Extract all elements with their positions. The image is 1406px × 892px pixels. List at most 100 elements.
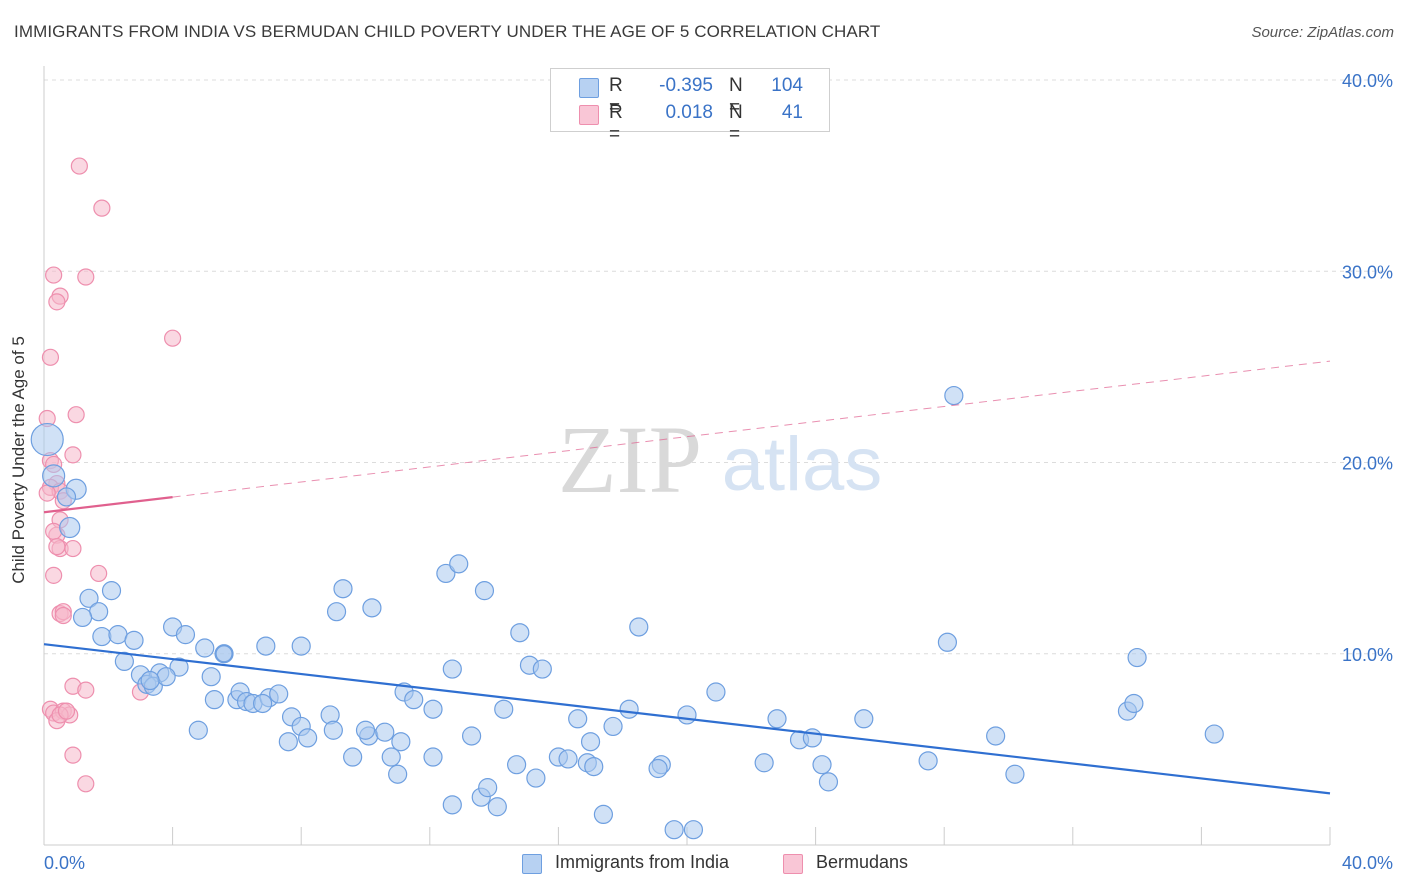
india-point xyxy=(56,487,77,507)
india-point xyxy=(156,667,176,687)
india-point xyxy=(532,659,552,679)
series-name-india: Immigrants from India xyxy=(555,852,730,872)
bermudans-point xyxy=(93,199,111,217)
india-point xyxy=(343,747,363,767)
india-point xyxy=(423,699,443,719)
series-name-bermudans: Bermudans xyxy=(816,852,909,872)
india-trend-line xyxy=(43,643,1331,795)
india-point xyxy=(677,705,697,725)
india-point xyxy=(442,795,462,815)
bermudans-point xyxy=(54,606,72,625)
india-point xyxy=(629,617,649,637)
india-point xyxy=(449,554,469,574)
india-point xyxy=(92,626,112,647)
y-tick-label: 10.0% xyxy=(1342,645,1393,665)
india-point xyxy=(201,667,221,687)
india-point xyxy=(937,632,958,652)
india-point xyxy=(188,720,208,740)
bottom-swatch-pink xyxy=(783,854,803,874)
india-point xyxy=(215,645,233,663)
india-point xyxy=(754,753,774,773)
tick-labels: 10.0% 20.0% 30.0% 40.0% 0.0% 40.0% xyxy=(44,71,1393,873)
india-point xyxy=(706,682,726,702)
trend-lines xyxy=(43,360,1331,795)
india-point xyxy=(1005,764,1025,784)
legend-n-value-bermudans: 41 xyxy=(781,102,803,123)
bermudans-point xyxy=(70,157,88,175)
y-tick-label: 30.0% xyxy=(1342,262,1393,282)
bermudans-point xyxy=(57,702,76,720)
india-point xyxy=(175,625,196,645)
india-point xyxy=(619,699,639,719)
india-point xyxy=(767,709,787,729)
bermudans-point xyxy=(77,268,95,286)
india-point xyxy=(362,598,382,618)
india-point xyxy=(404,690,424,710)
bermudans-point xyxy=(45,266,63,284)
india-point xyxy=(355,720,376,740)
india-point xyxy=(333,579,353,599)
legend-n-label: N = xyxy=(729,102,743,145)
india-point xyxy=(59,516,81,539)
gridlines xyxy=(44,79,1392,655)
india-point xyxy=(42,464,66,488)
legend-n-label: N = xyxy=(729,75,743,118)
bermudans-point xyxy=(48,538,66,556)
india-point xyxy=(381,747,401,767)
bermudans-point xyxy=(38,484,56,502)
legend-r-label: R = xyxy=(609,75,623,118)
india-point xyxy=(436,563,456,584)
bermudans-point xyxy=(77,775,95,793)
y-tick-label: 40.0% xyxy=(1342,71,1393,91)
legend-r-value-india: -0.395 xyxy=(659,75,713,96)
india-point xyxy=(487,797,507,817)
bermudans-point xyxy=(64,446,82,464)
bottom-swatch-blue xyxy=(522,854,542,874)
india-point xyxy=(169,657,189,677)
india-point xyxy=(256,636,276,656)
india-point xyxy=(526,768,546,788)
india-point xyxy=(558,749,578,769)
legend-r-label: R = xyxy=(609,102,623,145)
bermudans-trend-dashed xyxy=(172,360,1331,498)
y-tick-label: 20.0% xyxy=(1342,454,1393,474)
india-point xyxy=(291,636,311,656)
correlation-legend: R = -0.395 N = 104 R = 0.018 N = 41 xyxy=(550,68,830,145)
india-point xyxy=(918,751,938,771)
bermudans-point xyxy=(48,293,66,311)
india-point xyxy=(1204,724,1224,744)
legend-r-value-bermudans: 0.018 xyxy=(665,102,713,123)
india-point xyxy=(944,385,964,406)
india-point xyxy=(423,747,443,767)
bermudans-point xyxy=(67,406,85,424)
india-point xyxy=(818,772,839,792)
bermudans-trend-solid xyxy=(43,496,173,514)
india-point xyxy=(580,732,601,752)
india-point xyxy=(391,732,411,752)
india-point xyxy=(507,755,527,775)
bermudans-point xyxy=(45,522,63,540)
india-point xyxy=(478,778,498,798)
india-point xyxy=(1127,647,1147,668)
india-point xyxy=(494,699,514,719)
india-point xyxy=(812,755,832,775)
india-point xyxy=(114,651,134,672)
india-point xyxy=(510,623,530,643)
india-point xyxy=(101,581,122,601)
india-point xyxy=(326,602,347,622)
india-point xyxy=(461,726,482,746)
india-point xyxy=(204,690,224,710)
india-point xyxy=(986,726,1006,746)
bermudans-point xyxy=(77,681,95,699)
india-point xyxy=(278,732,298,752)
legend-swatch-blue xyxy=(579,78,599,98)
india-point xyxy=(30,422,64,457)
india-point xyxy=(664,820,684,840)
watermark: ZIP atlas xyxy=(558,406,882,513)
india-point xyxy=(89,602,109,622)
chart-title: IMMIGRANTS FROM INDIA VS BERMUDAN CHILD … xyxy=(14,22,881,41)
india-point xyxy=(1124,693,1144,714)
india-point xyxy=(124,630,144,650)
india-point xyxy=(584,756,604,777)
